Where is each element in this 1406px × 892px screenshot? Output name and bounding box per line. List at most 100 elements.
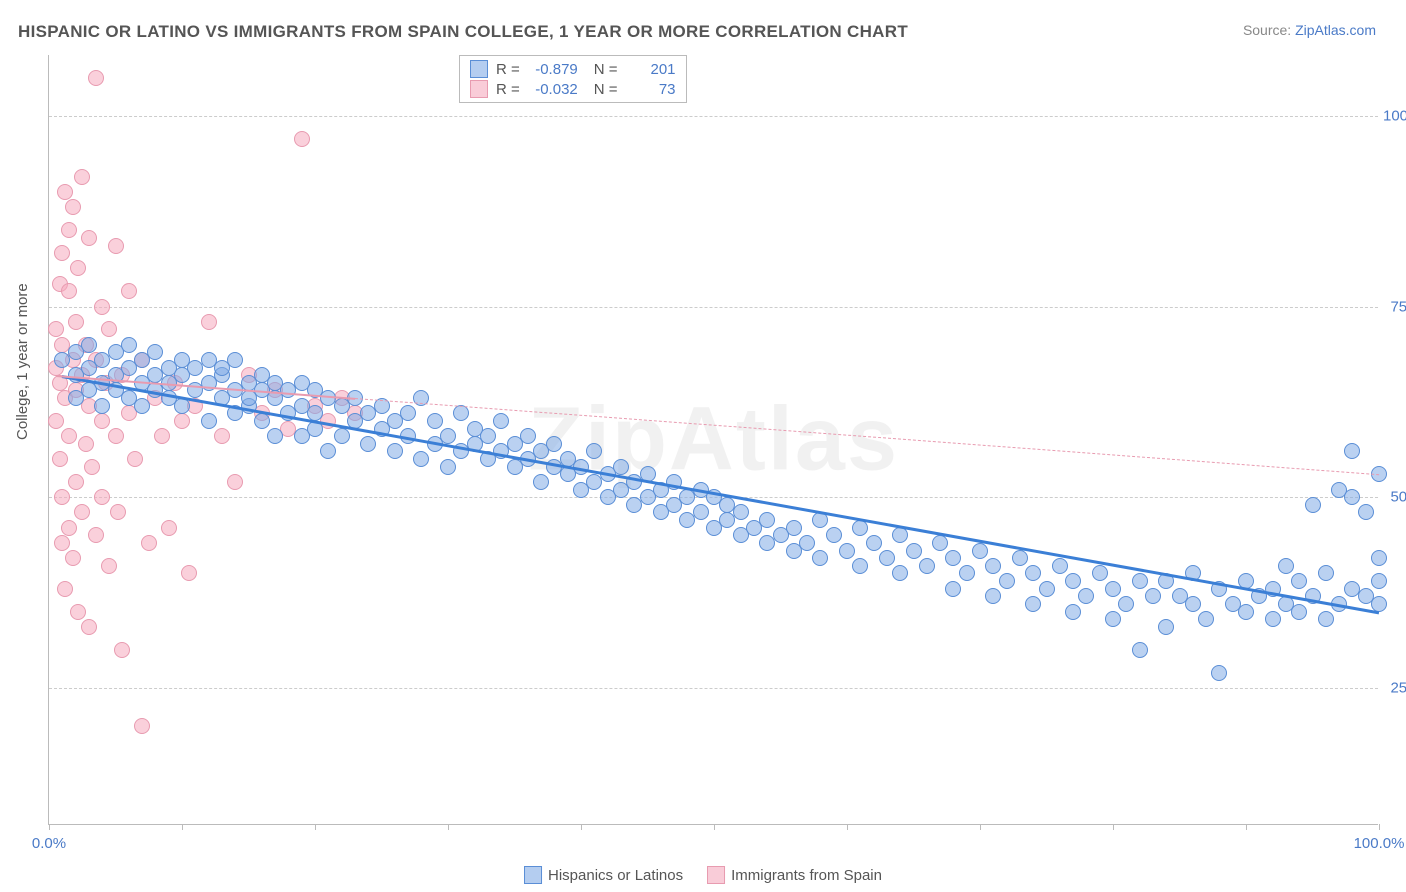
scatter-point-blue [1291,573,1307,589]
scatter-point-blue [1344,489,1360,505]
scatter-point-blue [1318,611,1334,627]
scatter-point-blue [919,558,935,574]
scatter-point-blue [413,451,429,467]
scatter-point-blue [1012,550,1028,566]
scatter-point-blue [879,550,895,566]
scatter-point-pink [154,428,170,444]
stat-n-label: N = [594,81,618,98]
scatter-point-pink [78,436,94,452]
stat-r-value: -0.879 [528,61,578,78]
scatter-point-blue [1371,573,1387,589]
scatter-point-pink [70,604,86,620]
bottom-legend: Hispanics or Latinos Immigrants from Spai… [524,866,882,884]
scatter-point-blue [201,413,217,429]
scatter-point-blue [826,527,842,543]
scatter-point-blue [733,504,749,520]
scatter-point-pink [94,489,110,505]
scatter-point-blue [334,428,350,444]
legend-item: Hispanics or Latinos [524,866,683,884]
scatter-point-pink [127,451,143,467]
gridline-h [49,307,1378,308]
scatter-point-blue [1145,588,1161,604]
legend-label: Hispanics or Latinos [548,867,683,884]
scatter-point-blue [254,413,270,429]
stat-r-label: R = [496,61,520,78]
scatter-point-blue [945,581,961,597]
stats-row: R = -0.879 N = 201 [470,60,676,78]
scatter-point-pink [84,459,100,475]
scatter-point-blue [520,428,536,444]
scatter-point-blue [1291,604,1307,620]
scatter-point-blue [906,543,922,559]
scatter-point-pink [57,581,73,597]
scatter-point-pink [81,619,97,635]
x-tick-label: 100.0% [1354,835,1405,852]
stat-n-label: N = [594,61,618,78]
x-tick-mark [1379,824,1380,830]
legend-swatch-pink [707,866,725,884]
scatter-point-blue [1238,604,1254,620]
scatter-point-pink [61,520,77,536]
scatter-point-blue [360,436,376,452]
scatter-point-blue [1305,497,1321,513]
scatter-point-blue [480,428,496,444]
scatter-point-blue [227,352,243,368]
plot-area: ZipAtlas R =-0.879N =201R =-0.032N =73 2… [48,55,1378,825]
gridline-h [49,688,1378,689]
y-tick-label: 100.0% [1383,107,1406,124]
stat-r-value: -0.032 [528,81,578,98]
scatter-point-blue [94,398,110,414]
x-tick-mark [980,824,981,830]
scatter-point-blue [147,344,163,360]
legend-swatch-blue [524,866,542,884]
scatter-point-blue [134,398,150,414]
scatter-point-pink [54,245,70,261]
legend-label: Immigrants from Spain [731,867,882,884]
scatter-point-blue [892,527,908,543]
legend-item: Immigrants from Spain [707,866,882,884]
scatter-point-pink [174,413,190,429]
scatter-point-blue [1065,573,1081,589]
scatter-point-pink [57,184,73,200]
source-attribution: Source: ZipAtlas.com [1243,22,1376,38]
x-tick-mark [847,824,848,830]
x-tick-mark [581,824,582,830]
scatter-point-pink [134,718,150,734]
scatter-point-blue [1211,665,1227,681]
scatter-point-blue [1052,558,1068,574]
scatter-point-blue [1025,596,1041,612]
y-axis-label: College, 1 year or more [14,283,31,440]
scatter-point-pink [54,489,70,505]
scatter-point-blue [1344,443,1360,459]
x-tick-mark [1113,824,1114,830]
scatter-point-pink [48,321,64,337]
scatter-point-pink [48,413,64,429]
scatter-point-pink [81,230,97,246]
scatter-point-blue [786,520,802,536]
scatter-point-blue [1132,573,1148,589]
y-tick-label: 50.0% [1383,489,1406,506]
scatter-point-blue [1185,596,1201,612]
stat-n-value: 201 [626,61,676,78]
scatter-point-pink [121,283,137,299]
scatter-point-blue [1198,611,1214,627]
source-prefix: Source: [1243,22,1295,38]
source-link[interactable]: ZipAtlas.com [1295,22,1376,38]
scatter-point-blue [1105,611,1121,627]
scatter-point-blue [693,504,709,520]
scatter-point-blue [759,512,775,528]
scatter-point-blue [387,443,403,459]
scatter-point-blue [320,443,336,459]
scatter-point-pink [61,428,77,444]
scatter-point-blue [453,405,469,421]
scatter-point-blue [1265,611,1281,627]
x-tick-mark [448,824,449,830]
scatter-point-pink [108,238,124,254]
scatter-point-blue [1092,565,1108,581]
scatter-point-pink [214,428,230,444]
x-tick-label: 0.0% [32,835,66,852]
scatter-point-pink [294,131,310,147]
scatter-point-blue [1039,581,1055,597]
scatter-point-blue [999,573,1015,589]
scatter-point-blue [400,405,416,421]
